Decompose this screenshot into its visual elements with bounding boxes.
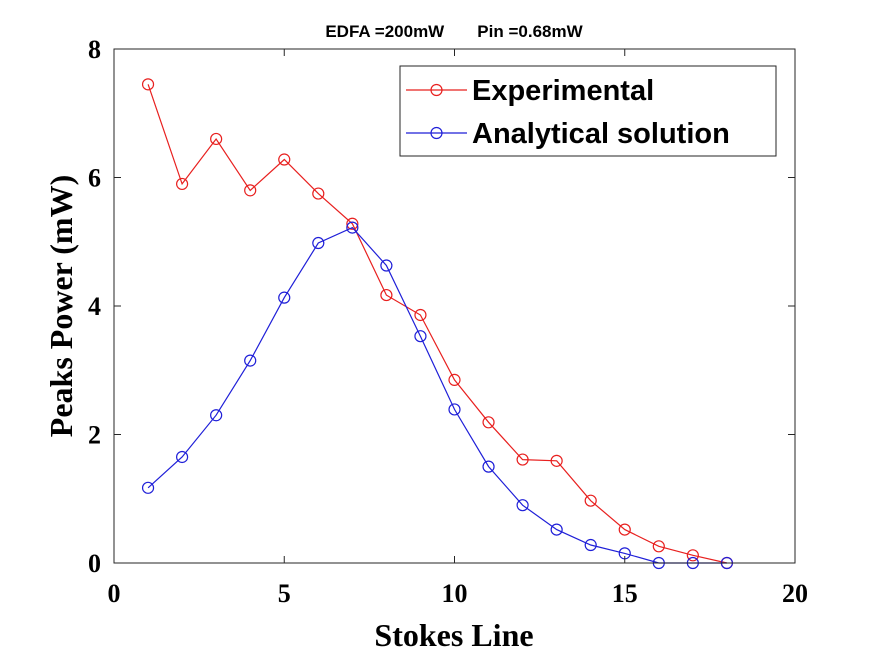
axes-layer: 0 5 10 15 20 0 2 4 6 8 — [88, 35, 808, 608]
legend-entry-0: Experimental — [406, 75, 654, 107]
data-point — [278, 153, 291, 166]
data-point — [244, 184, 257, 197]
legend: Experimental Analytical solution — [399, 65, 777, 157]
data-point — [176, 177, 189, 191]
data-point — [414, 308, 427, 322]
legend-label: Experimental — [472, 75, 654, 107]
series-1 — [141, 221, 734, 570]
chart-title: EDFA =200mW Pin =0.68mW — [325, 22, 583, 41]
data-point — [686, 549, 699, 562]
x-tick-label: 10 — [442, 579, 468, 608]
y-tick-label: 4 — [88, 292, 101, 321]
data-point — [482, 460, 495, 473]
x-tick-label: 20 — [782, 579, 808, 608]
data-point — [482, 416, 495, 429]
data-point — [346, 217, 359, 230]
x-tick-label: 5 — [278, 579, 291, 608]
data-point — [380, 288, 393, 302]
data-point — [312, 187, 325, 200]
data-point — [414, 330, 427, 343]
data-point — [312, 236, 325, 250]
data-point — [516, 499, 529, 512]
legend-box — [399, 65, 777, 157]
data-point — [278, 291, 291, 304]
y-tick-label: 0 — [88, 549, 101, 578]
y-tick-label: 8 — [88, 35, 101, 64]
y-tick-label: 2 — [88, 421, 101, 450]
data-point — [176, 450, 189, 464]
data-point — [652, 540, 665, 553]
legend-marker — [430, 83, 443, 97]
data-point — [346, 221, 359, 234]
data-point — [380, 259, 393, 272]
data-point — [448, 403, 461, 416]
series-0 — [141, 78, 734, 570]
data-point — [516, 453, 529, 466]
data-point — [210, 132, 223, 146]
data-point — [448, 373, 461, 386]
legend-label: Analytical solution — [472, 118, 730, 150]
data-point — [584, 538, 597, 552]
data-point — [550, 523, 563, 536]
y-tick-label: 6 — [88, 164, 101, 193]
legend-entry-1: Analytical solution — [406, 118, 730, 150]
data-point — [584, 494, 597, 507]
series-line — [147, 84, 728, 564]
x-tick-label: 0 — [108, 579, 121, 608]
data-point — [550, 454, 563, 467]
data-point — [618, 523, 631, 536]
x-tick-label: 15 — [612, 579, 638, 608]
data-point — [141, 78, 155, 91]
y-axis-title: Peaks Power (mW) — [43, 175, 79, 437]
x-axis-title: Stokes Line — [374, 617, 533, 653]
data-point — [141, 481, 155, 494]
data-point — [244, 354, 257, 367]
series-layer — [141, 78, 734, 570]
legend-marker — [430, 126, 443, 140]
data-point — [210, 409, 223, 422]
